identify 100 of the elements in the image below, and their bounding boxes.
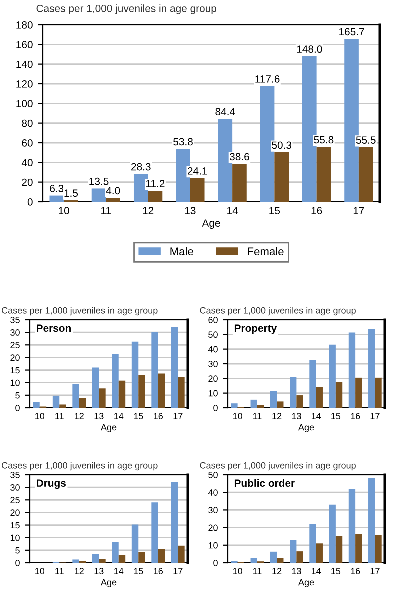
y-axis-title: Cases per 1,000 juveniles in age group bbox=[200, 307, 356, 316]
x-tick-label: 16 bbox=[351, 413, 360, 420]
chart-title: Person bbox=[37, 324, 71, 332]
y-tick-label: 30 bbox=[208, 360, 218, 368]
legend-label: Female bbox=[248, 247, 284, 256]
text: 4.0 bbox=[106, 187, 120, 195]
chart-title: Drugs bbox=[37, 480, 66, 490]
x-tick-label: 16 bbox=[154, 568, 163, 574]
bar bbox=[132, 524, 139, 563]
y-tick-label: 30 bbox=[208, 507, 218, 514]
bar bbox=[250, 400, 258, 408]
x-axis-title: Age bbox=[298, 424, 314, 432]
y-tick-label: 10 bbox=[10, 380, 20, 386]
text: 1.5 bbox=[64, 190, 78, 198]
y-tick-label: 15 bbox=[10, 367, 20, 374]
y-tick-label: 5 bbox=[16, 547, 20, 554]
bar bbox=[152, 332, 158, 408]
x-tick-label: 10 bbox=[233, 413, 242, 420]
text: 55.8 bbox=[314, 136, 334, 144]
text: 11.2 bbox=[146, 180, 165, 188]
y-tick-label: 20 bbox=[10, 354, 20, 362]
x-tick-label: 12 bbox=[272, 413, 282, 420]
y-tick-label: 40 bbox=[208, 490, 218, 496]
bar bbox=[270, 391, 278, 408]
bar bbox=[375, 378, 382, 408]
x-tick-label: 14 bbox=[312, 413, 322, 420]
bar bbox=[112, 354, 119, 408]
x-tick-label: 17 bbox=[174, 413, 183, 420]
x-tick-label: 10 bbox=[233, 568, 242, 574]
text: 50.3 bbox=[272, 142, 292, 150]
bar bbox=[72, 560, 80, 563]
y-tick-label: 50 bbox=[208, 472, 218, 478]
x-tick-label: 11 bbox=[56, 413, 64, 420]
bar bbox=[368, 329, 376, 408]
chart-title: Public order bbox=[234, 479, 295, 488]
bar bbox=[356, 534, 362, 563]
y-tick-label: 15 bbox=[10, 522, 20, 529]
y-tick-label: 0 bbox=[214, 404, 218, 412]
y-tick-label: 50 bbox=[208, 332, 218, 338]
bar bbox=[178, 546, 185, 563]
y-tick-label: 60 bbox=[22, 140, 33, 147]
x-tick-label: 11 bbox=[56, 568, 64, 574]
bar bbox=[92, 188, 106, 202]
y-tick-label: 5 bbox=[16, 392, 20, 399]
bar bbox=[134, 174, 148, 202]
bar bbox=[296, 396, 304, 408]
y-tick-label: 0 bbox=[28, 198, 33, 206]
x-tick-label: 12 bbox=[75, 413, 84, 420]
x-axis-title: Age bbox=[100, 579, 117, 588]
x-tick-label: 11 bbox=[253, 568, 262, 574]
x-tick-label: 12 bbox=[143, 207, 154, 214]
y-tick-label: 35 bbox=[10, 472, 20, 478]
x-tick-label: 17 bbox=[354, 207, 364, 214]
chart-title: Property bbox=[234, 324, 278, 334]
x-tick-label: 14 bbox=[114, 413, 124, 420]
text: 24.1 bbox=[188, 167, 208, 175]
x-tick-label: 17 bbox=[174, 568, 183, 574]
y-tick-label: 120 bbox=[16, 80, 33, 88]
x-tick-label: 17 bbox=[370, 568, 380, 574]
y-tick-label: 40 bbox=[22, 159, 33, 167]
bar bbox=[270, 552, 278, 563]
x-tick-label: 10 bbox=[36, 413, 45, 420]
bar bbox=[99, 559, 106, 563]
bar bbox=[231, 404, 238, 408]
text: 55.5 bbox=[356, 136, 376, 144]
bar bbox=[348, 489, 356, 563]
x-tick-label: 11 bbox=[253, 413, 262, 420]
text: 84.4 bbox=[216, 108, 236, 116]
y-tick-label: 0 bbox=[16, 404, 20, 412]
bar bbox=[316, 387, 323, 408]
bar bbox=[348, 332, 356, 408]
bar bbox=[368, 478, 376, 563]
bar bbox=[106, 198, 121, 202]
x-tick-label: 13 bbox=[94, 413, 104, 420]
bar bbox=[92, 368, 100, 408]
bar bbox=[112, 542, 119, 563]
bar bbox=[290, 377, 297, 408]
y-tick-label: 100 bbox=[16, 100, 33, 108]
y-tick-label: 20 bbox=[208, 376, 218, 382]
x-tick-label: 13 bbox=[292, 568, 302, 574]
x-axis-title: Age bbox=[100, 424, 117, 432]
x-tick-label: 15 bbox=[134, 568, 144, 574]
y-tick-label: 80 bbox=[22, 120, 33, 128]
bar bbox=[132, 342, 139, 408]
x-tick-label: 11 bbox=[102, 207, 112, 214]
bar bbox=[310, 360, 316, 408]
y-tick-label: 30 bbox=[10, 484, 20, 491]
text: 28.3 bbox=[132, 163, 151, 171]
y-tick-label: 40 bbox=[208, 346, 218, 353]
text: 148.0 bbox=[297, 46, 322, 54]
y-tick-label: 10 bbox=[208, 390, 218, 397]
bar bbox=[178, 377, 185, 408]
bar bbox=[329, 344, 336, 408]
bar bbox=[316, 544, 323, 563]
bar bbox=[171, 328, 178, 408]
y-tick-label: 20 bbox=[208, 524, 218, 532]
x-tick-label: 15 bbox=[134, 413, 144, 420]
x-tick-label: 10 bbox=[59, 207, 70, 215]
y-tick-label: 0 bbox=[214, 560, 218, 566]
bar bbox=[138, 552, 146, 563]
